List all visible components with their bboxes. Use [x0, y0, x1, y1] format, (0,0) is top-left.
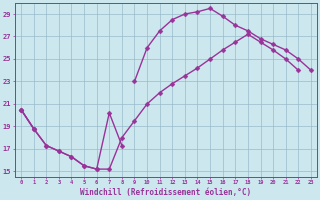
X-axis label: Windchill (Refroidissement éolien,°C): Windchill (Refroidissement éolien,°C) — [80, 188, 252, 197]
